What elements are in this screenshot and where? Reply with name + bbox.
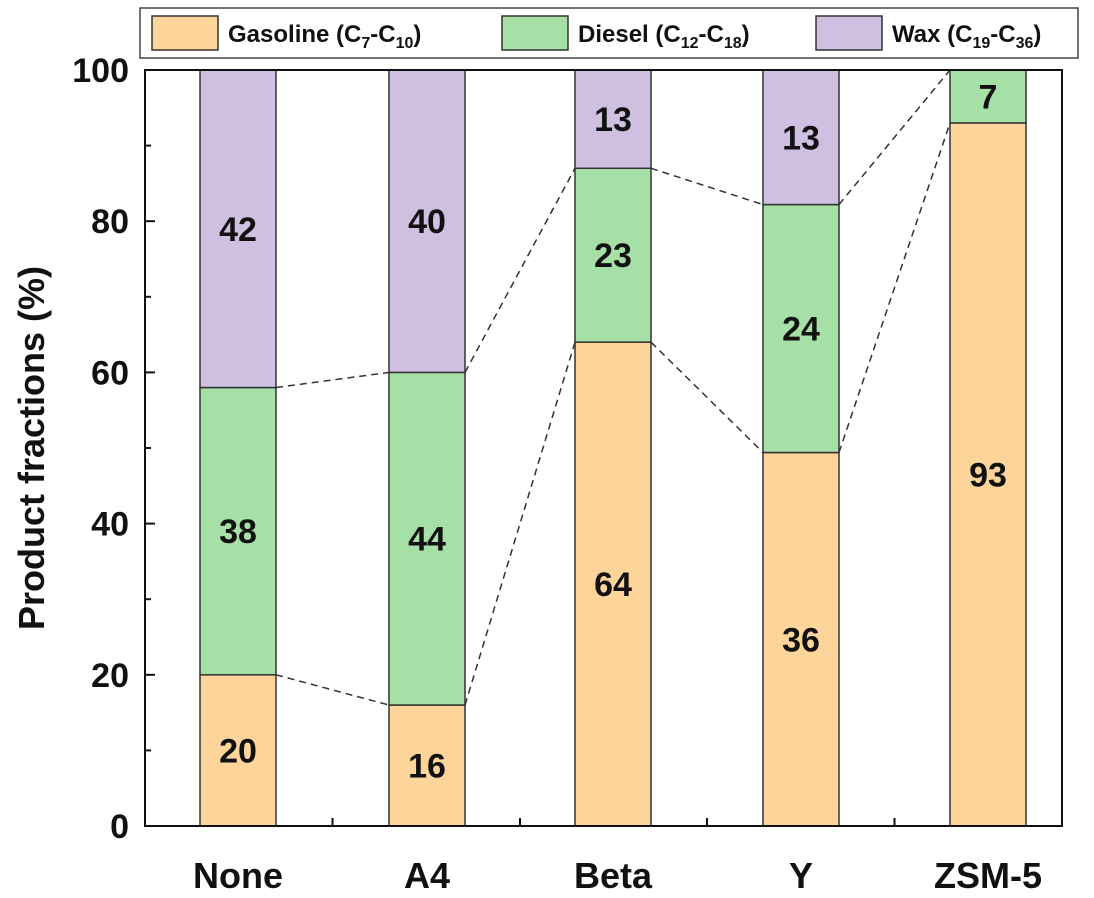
data-label: 93 — [969, 456, 1007, 494]
legend-entry: Wax (C19-C36) — [892, 21, 1041, 52]
connector-line — [650, 167, 764, 206]
data-label: 13 — [594, 101, 632, 139]
bar-none-series-0 — [199, 674, 277, 827]
y-tick-label: 20 — [91, 657, 129, 695]
connector-line — [464, 341, 576, 706]
bar-zsm-5-series-0 — [949, 122, 1027, 827]
x-tick-label: A4 — [404, 855, 450, 896]
bar-beta-series-1 — [574, 167, 652, 343]
bars — [199, 69, 1027, 827]
bar-y-series-0 — [762, 451, 840, 827]
x-tick-label: Beta — [574, 855, 653, 896]
connector-line — [838, 122, 951, 453]
bar-y-series-1 — [762, 203, 840, 454]
legend-entry: Gasoline (C7-C10) — [228, 21, 421, 52]
data-label: 64 — [594, 566, 632, 604]
legend-swatch — [151, 15, 219, 51]
connector-line — [464, 167, 576, 373]
legend-swatch — [501, 15, 569, 51]
y-axis-label: Product fractions (%) — [11, 266, 52, 630]
legend-entry: Diesel (C12-C18) — [578, 21, 750, 52]
y-tick-label: 100 — [72, 52, 129, 90]
connectors — [275, 69, 951, 706]
data-label: 23 — [594, 237, 632, 275]
bar-a4-series-2 — [388, 69, 466, 374]
x-tick-label: None — [193, 855, 283, 896]
data-label: 24 — [782, 311, 820, 349]
connector-line — [838, 69, 951, 206]
connector-line — [275, 674, 390, 706]
y-tick-label: 0 — [110, 808, 129, 846]
data-label: 16 — [408, 748, 446, 786]
bar-beta-series-0 — [574, 341, 652, 827]
bar-none-series-1 — [199, 386, 277, 676]
data-label: 13 — [782, 119, 820, 157]
connector-line — [650, 341, 764, 454]
axes: 0 20 40 60 80 100 None A4 Beta Y ZSM-5 — [72, 52, 1063, 896]
y-tick-label: 60 — [91, 354, 129, 392]
legend: Gasoline (C7-C10) Diesel (C12-C18) Wax (C1… — [139, 7, 1079, 59]
bar-beta-series-2 — [574, 69, 652, 170]
data-label: 7 — [979, 78, 998, 116]
x-tick-label: ZSM-5 — [934, 855, 1042, 896]
data-label: 38 — [219, 513, 257, 551]
data-labels: 20 38 42 16 44 40 64 23 13 36 24 13 93 7 — [219, 78, 1007, 785]
y-tick-label: 40 — [91, 506, 129, 544]
y-tick-label: 80 — [91, 203, 129, 241]
bar-zsm-5-series-1 — [949, 69, 1027, 124]
data-label: 40 — [408, 203, 446, 241]
data-label: 36 — [782, 621, 820, 659]
legend-swatch — [815, 15, 883, 51]
bar-y-series-2 — [762, 69, 840, 206]
data-label: 42 — [219, 211, 257, 249]
x-tick-label: Y — [789, 855, 813, 896]
data-label: 20 — [219, 732, 257, 770]
bar-none-series-2 — [199, 69, 277, 389]
legend-box — [139, 7, 1079, 59]
data-label: 44 — [408, 521, 446, 559]
connector-line — [275, 371, 390, 389]
